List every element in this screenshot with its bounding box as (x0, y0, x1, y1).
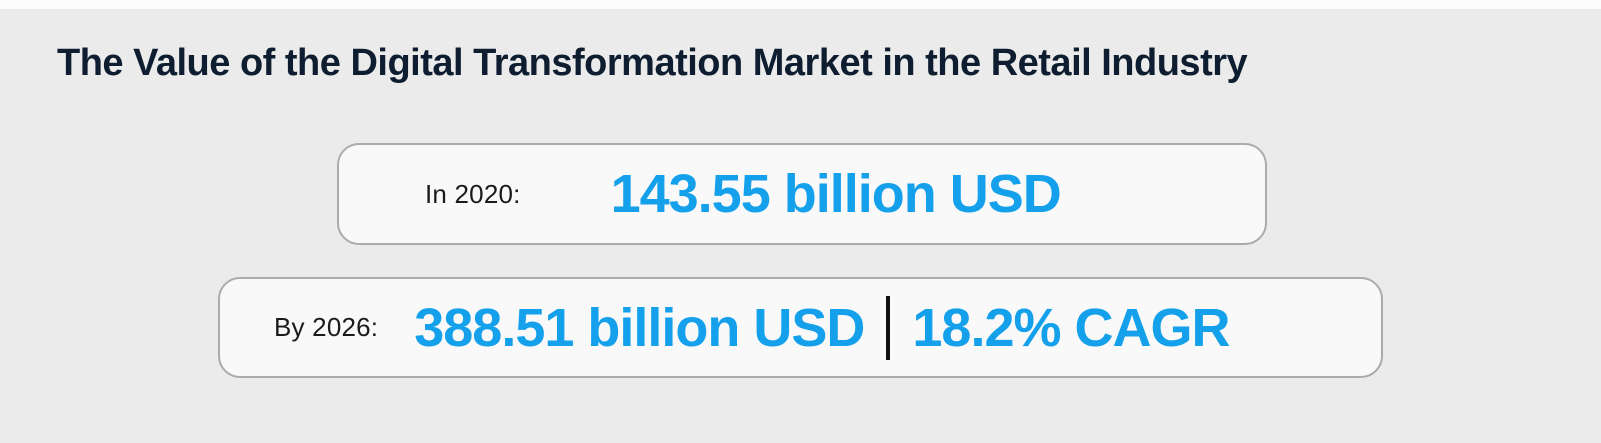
stat-value-2026: 388.51 billion USD (414, 297, 865, 358)
value-separator-bar (886, 295, 891, 360)
top-strip (0, 0, 1601, 9)
stat-cagr-2026: 18.2% CAGR (912, 297, 1230, 358)
stat-value-2020: 143.55 billion USD (610, 164, 1062, 224)
stat-label-2020: In 2020: (425, 178, 521, 209)
stat-card-2020: In 2020: 143.55 billion USD (337, 143, 1267, 245)
stat-label-2026: By 2026: (274, 312, 379, 342)
stat-card-2026: By 2026: 388.51 billion USD 18.2% CAGR (218, 277, 1383, 378)
page-title: The Value of the Digital Transformation … (57, 42, 1248, 84)
